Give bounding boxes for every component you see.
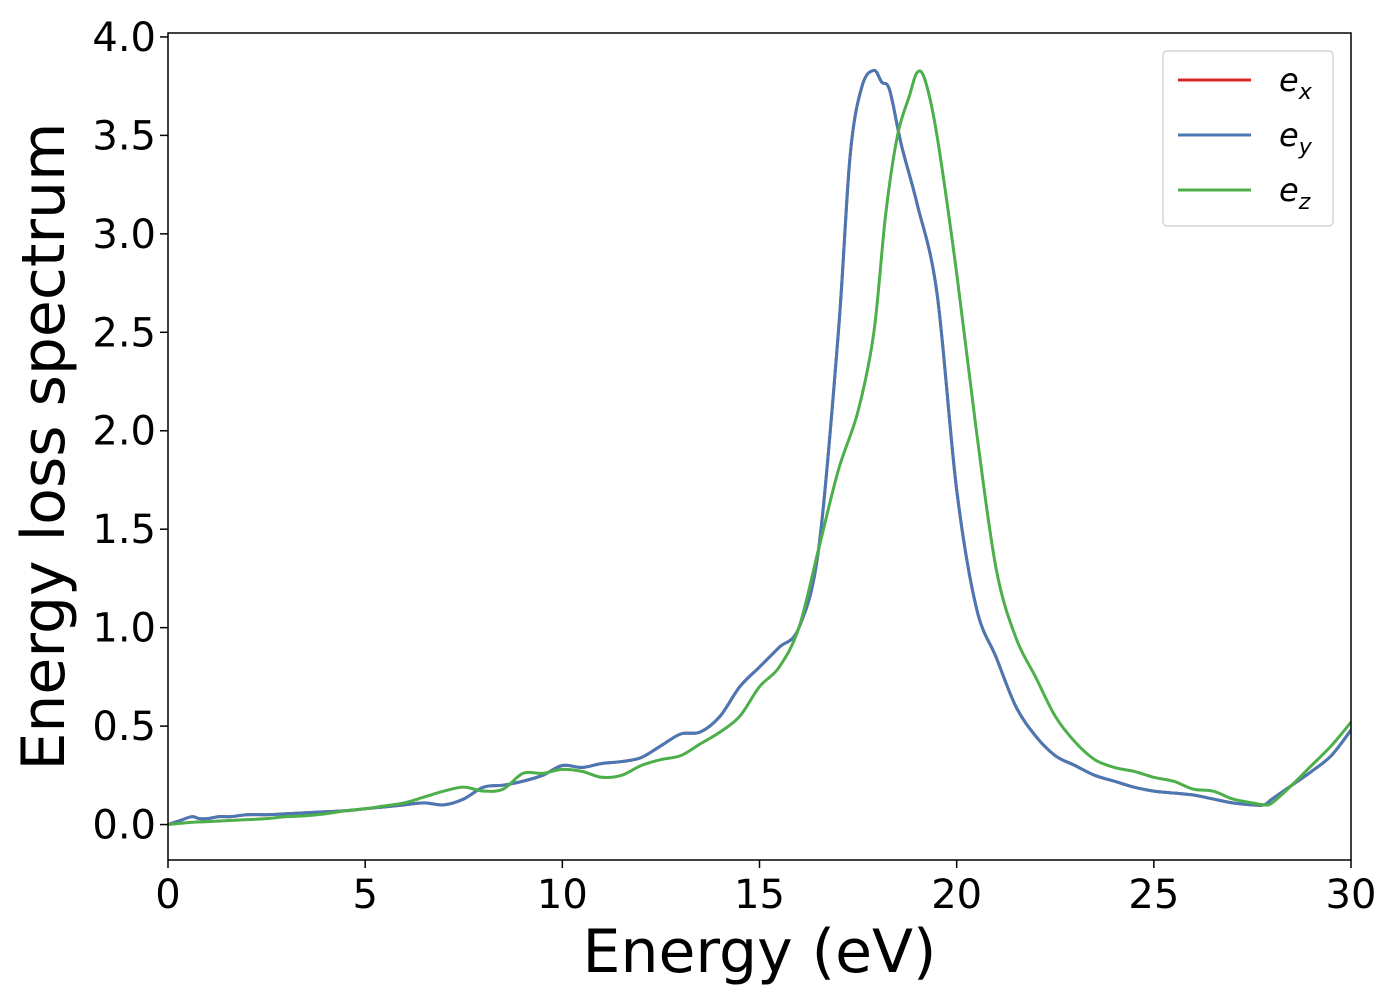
y-tick-label: 2.0 — [92, 409, 156, 455]
series-layer — [168, 68, 1351, 827]
x-tick-label: 20 — [931, 872, 982, 918]
y-tick-label: 1.0 — [92, 606, 156, 652]
legend-entry-name: e — [1279, 116, 1299, 154]
y-tick-label: 3.0 — [92, 212, 156, 258]
legend-entry-x: ex — [1279, 61, 1313, 105]
y-tick-label: 3.5 — [92, 113, 156, 159]
y-axis-label: Energy loss spectrum — [9, 122, 79, 770]
x-tick-label: 5 — [352, 872, 377, 918]
x-tick-label: 0 — [155, 872, 180, 918]
x-tick-label: 25 — [1128, 872, 1179, 918]
series-line-z — [168, 69, 1351, 827]
legend-entry-y: ey — [1279, 116, 1313, 160]
x-axis-label: Energy (eV) — [583, 917, 937, 987]
x-tick-label: 30 — [1326, 872, 1377, 918]
y-tick-label: 0.5 — [92, 704, 156, 750]
legend-entry-subscript: x — [1298, 80, 1313, 105]
x-tick-label: 10 — [537, 872, 588, 918]
y-tick-label: 0.0 — [92, 803, 156, 849]
y-tick-label: 1.5 — [92, 507, 156, 553]
y-tick-label: 2.5 — [92, 310, 156, 356]
legend-entry-subscript: y — [1298, 135, 1313, 160]
legend-box — [1162, 50, 1334, 227]
legend-entry-z: ez — [1279, 171, 1311, 215]
y-axis-ticks: 0.0 0.5 1.0 1.5 2.0 2.5 3.0 3.5 4.0 — [92, 15, 168, 849]
legend-entry-name: e — [1279, 171, 1299, 209]
x-axis-ticks: 0 5 10 15 20 25 30 — [155, 860, 1376, 918]
legend-entry-name: e — [1279, 61, 1299, 99]
y-tick-label: 4.0 — [92, 15, 156, 61]
legend-entry-subscript: z — [1298, 190, 1311, 215]
x-tick-label: 15 — [734, 872, 785, 918]
